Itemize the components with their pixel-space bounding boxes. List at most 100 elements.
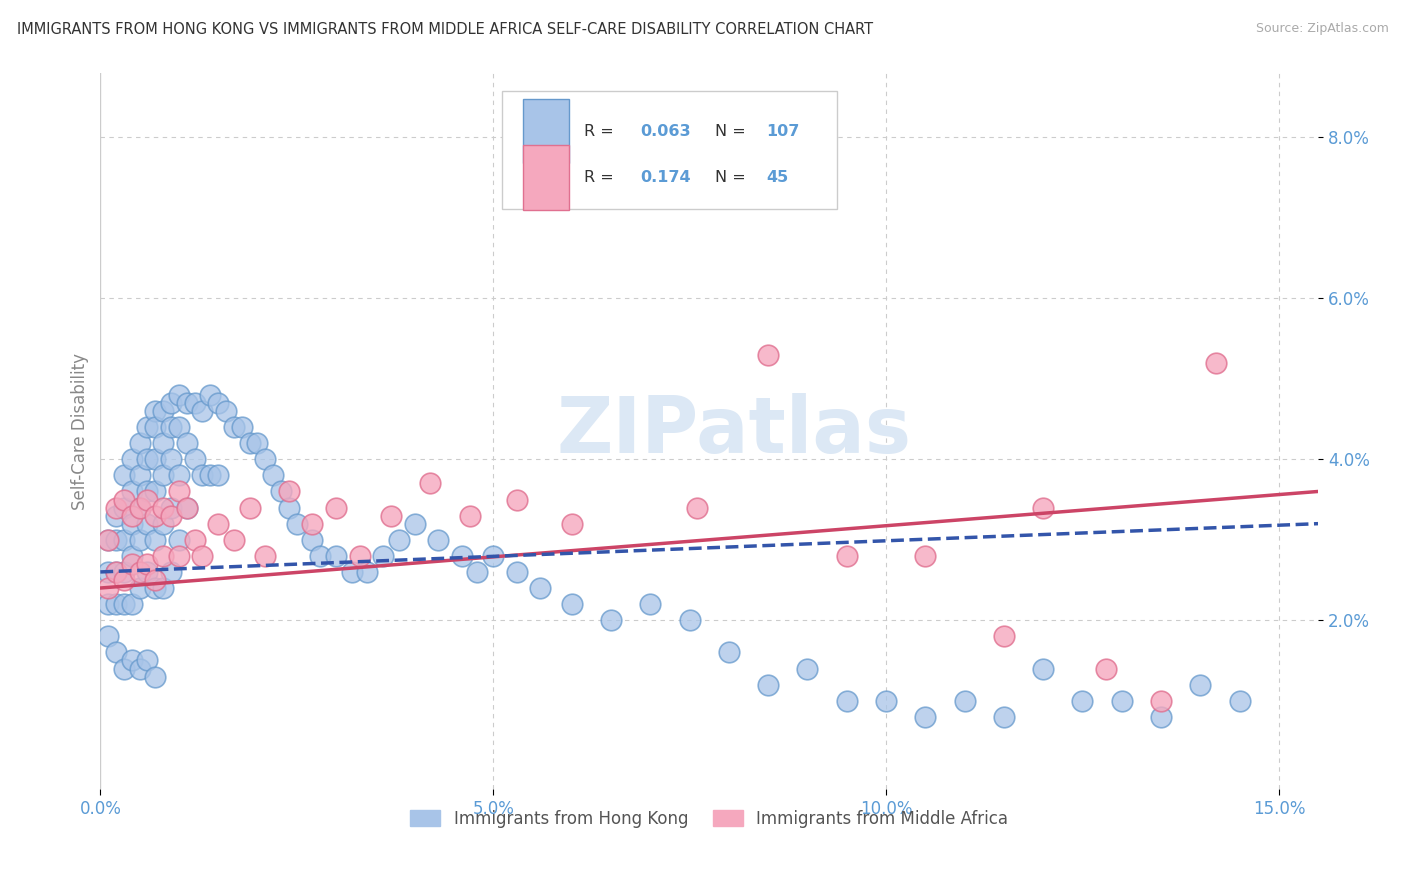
Point	[136, 565, 159, 579]
Point	[152, 500, 174, 515]
Point	[112, 661, 135, 675]
Point	[380, 508, 402, 523]
Point	[875, 694, 897, 708]
Point	[121, 653, 143, 667]
Point	[419, 476, 441, 491]
Point	[105, 500, 128, 515]
Point	[246, 436, 269, 450]
Point	[128, 565, 150, 579]
Point	[953, 694, 976, 708]
Point	[254, 549, 277, 563]
Point	[160, 396, 183, 410]
Text: R =: R =	[583, 170, 613, 186]
Point	[600, 613, 623, 627]
Point	[105, 597, 128, 611]
Point	[136, 557, 159, 571]
Point	[176, 436, 198, 450]
Point	[200, 388, 222, 402]
Point	[167, 420, 190, 434]
Point	[993, 629, 1015, 643]
Point	[105, 533, 128, 547]
Point	[277, 500, 299, 515]
Point	[993, 710, 1015, 724]
Point	[467, 565, 489, 579]
Point	[404, 516, 426, 531]
Point	[686, 500, 709, 515]
Point	[914, 710, 936, 724]
Point	[450, 549, 472, 563]
Point	[183, 452, 205, 467]
Point	[143, 573, 166, 587]
Point	[112, 468, 135, 483]
Point	[349, 549, 371, 563]
Point	[222, 533, 245, 547]
Point	[914, 549, 936, 563]
Point	[112, 573, 135, 587]
Point	[160, 452, 183, 467]
Point	[112, 492, 135, 507]
Text: IMMIGRANTS FROM HONG KONG VS IMMIGRANTS FROM MIDDLE AFRICA SELF-CARE DISABILITY : IMMIGRANTS FROM HONG KONG VS IMMIGRANTS …	[17, 22, 873, 37]
Point	[1150, 694, 1173, 708]
Point	[136, 653, 159, 667]
Point	[160, 500, 183, 515]
Point	[1095, 661, 1118, 675]
Point	[152, 436, 174, 450]
Point	[1205, 356, 1227, 370]
Point	[835, 694, 858, 708]
Point	[717, 645, 740, 659]
Point	[183, 533, 205, 547]
Point	[121, 516, 143, 531]
Point	[128, 468, 150, 483]
Point	[143, 508, 166, 523]
Point	[160, 508, 183, 523]
Point	[1032, 661, 1054, 675]
Point	[200, 468, 222, 483]
Point	[136, 420, 159, 434]
Text: 107: 107	[766, 124, 800, 138]
Point	[128, 500, 150, 515]
Point	[152, 516, 174, 531]
Point	[427, 533, 450, 547]
Point	[458, 508, 481, 523]
Point	[373, 549, 395, 563]
Point	[121, 508, 143, 523]
Point	[112, 533, 135, 547]
Point	[207, 396, 229, 410]
Point	[1071, 694, 1094, 708]
Point	[152, 581, 174, 595]
Point	[270, 484, 292, 499]
Point	[128, 581, 150, 595]
Point	[97, 597, 120, 611]
Point	[176, 396, 198, 410]
Text: Source: ZipAtlas.com: Source: ZipAtlas.com	[1256, 22, 1389, 36]
Text: N =: N =	[716, 170, 747, 186]
Point	[191, 549, 214, 563]
Point	[128, 533, 150, 547]
Point	[1150, 710, 1173, 724]
Point	[152, 404, 174, 418]
Bar	[523, 145, 569, 210]
Point	[561, 516, 583, 531]
Point	[176, 500, 198, 515]
Point	[128, 436, 150, 450]
Point	[128, 661, 150, 675]
Point	[167, 388, 190, 402]
Point	[215, 404, 238, 418]
Point	[128, 500, 150, 515]
Point	[678, 613, 700, 627]
Point	[121, 549, 143, 563]
Text: 0.063: 0.063	[640, 124, 690, 138]
Point	[623, 178, 645, 193]
Point	[325, 549, 347, 563]
Point	[167, 484, 190, 499]
Point	[529, 581, 551, 595]
Point	[121, 557, 143, 571]
Point	[1229, 694, 1251, 708]
Point	[756, 677, 779, 691]
Point	[231, 420, 253, 434]
Point	[301, 516, 323, 531]
Point	[254, 452, 277, 467]
Point	[325, 500, 347, 515]
Point	[121, 597, 143, 611]
Point	[1111, 694, 1133, 708]
